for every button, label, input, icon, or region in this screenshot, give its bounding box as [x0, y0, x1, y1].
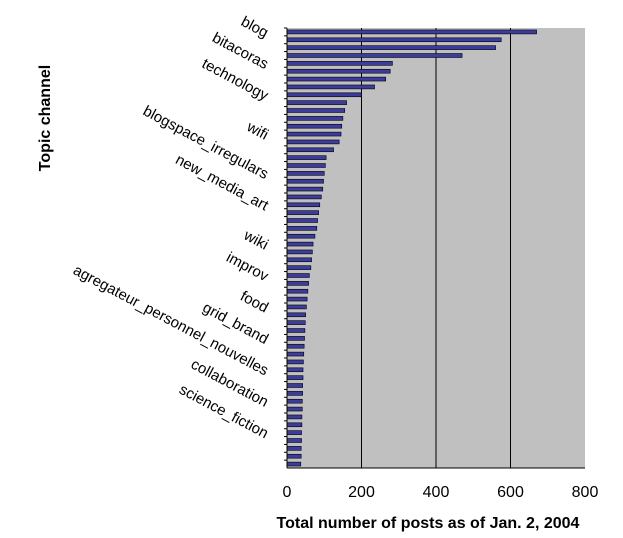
bar	[286, 131, 342, 137]
x-tick-label: 0	[283, 484, 292, 501]
bar	[286, 155, 327, 160]
x-tick-label: 800	[572, 484, 599, 501]
bar	[286, 312, 306, 318]
bar	[286, 210, 319, 215]
bar	[286, 351, 305, 357]
bar	[286, 398, 303, 404]
category-label: blog	[238, 13, 271, 41]
bar	[286, 139, 340, 145]
bar	[286, 68, 391, 74]
bar	[286, 76, 387, 82]
category-label: wifi	[243, 118, 271, 144]
bar	[286, 453, 302, 459]
bar	[286, 171, 325, 176]
bar	[286, 241, 314, 247]
bar	[286, 367, 304, 373]
bar	[286, 328, 306, 333]
bar	[286, 186, 324, 192]
bar	[286, 391, 303, 396]
bar	[286, 116, 344, 121]
category-label: wiki	[240, 226, 271, 253]
bar	[286, 438, 302, 443]
bar	[286, 406, 303, 412]
bar	[286, 147, 334, 153]
x-tick-labels: 0 200 400 600 800	[283, 484, 599, 501]
bars	[284, 27, 585, 469]
bar	[286, 163, 326, 168]
bar	[286, 92, 362, 98]
bar	[286, 226, 318, 231]
bar	[286, 84, 375, 90]
y-axis-title: Topic channel	[37, 65, 54, 171]
gridlines	[361, 28, 511, 468]
category-label: improv	[223, 249, 271, 285]
bar	[286, 422, 303, 428]
bar	[286, 430, 302, 435]
bar	[286, 281, 309, 286]
bar	[286, 461, 302, 467]
bar	[286, 218, 318, 223]
bar	[286, 100, 347, 105]
bar	[286, 257, 312, 263]
x-tick-label: 200	[348, 484, 375, 501]
bar	[286, 383, 303, 388]
bar	[286, 53, 463, 58]
x-tick-label: 600	[497, 484, 524, 501]
bar	[286, 359, 304, 365]
bar	[286, 296, 308, 302]
bar	[286, 45, 496, 50]
bar	[286, 37, 502, 43]
bar	[286, 194, 322, 200]
category-label: food	[237, 288, 271, 317]
bar	[286, 108, 346, 113]
x-axis-title: Total number of posts as of Jan. 2, 2004	[277, 515, 580, 532]
bar	[286, 202, 321, 208]
bar	[286, 414, 303, 420]
bar	[286, 233, 316, 239]
bar	[286, 61, 393, 66]
bar	[286, 178, 324, 184]
bar	[286, 29, 537, 35]
bar	[286, 249, 313, 255]
category-labels: blogbitacorastechnologywifiblogspace_irr…	[70, 13, 272, 442]
bar	[286, 304, 307, 310]
bar	[286, 288, 309, 294]
bar	[286, 273, 310, 278]
bar	[286, 336, 305, 341]
bar	[286, 375, 304, 380]
bar	[286, 123, 343, 129]
x-tick-label: 400	[423, 484, 450, 501]
bar	[286, 320, 306, 325]
bar	[286, 446, 302, 451]
bar	[286, 343, 305, 349]
bar	[286, 265, 312, 270]
